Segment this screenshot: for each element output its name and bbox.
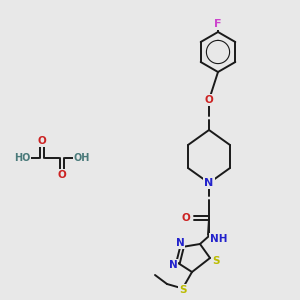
Text: N: N (204, 178, 214, 188)
Text: N: N (169, 260, 177, 270)
Text: F: F (214, 19, 222, 29)
Text: O: O (58, 170, 66, 180)
Text: S: S (179, 285, 187, 295)
Text: O: O (38, 136, 46, 146)
Text: NH: NH (210, 234, 228, 244)
Text: N: N (176, 238, 184, 248)
Text: NH: NH (210, 234, 228, 244)
Text: O: O (205, 95, 213, 105)
Text: O: O (182, 213, 190, 223)
Text: S: S (212, 256, 220, 266)
Text: OH: OH (74, 153, 90, 163)
Text: HO: HO (14, 153, 30, 163)
